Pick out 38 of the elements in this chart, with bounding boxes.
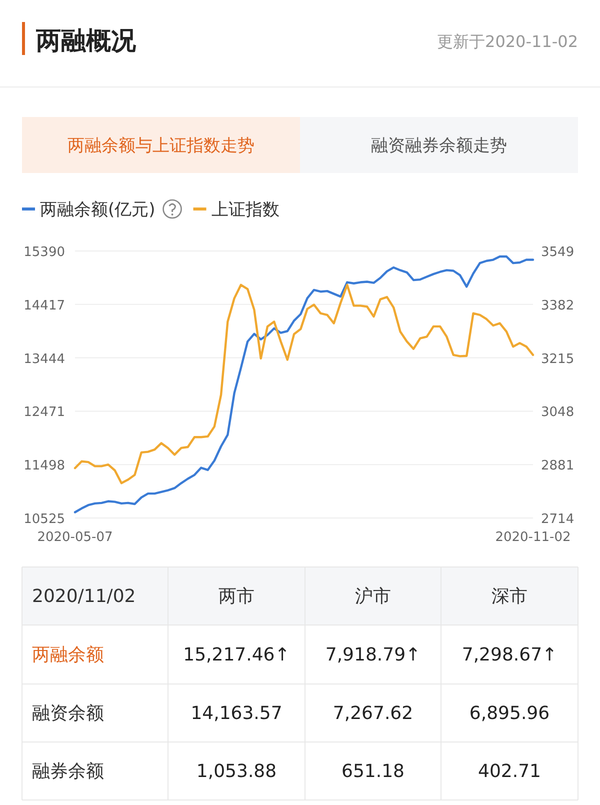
line-series (74, 284, 534, 484)
text: 15,217.46↑ (183, 644, 290, 666)
chart-title: 两融概况 (35, 26, 137, 55)
y2-tick-label: 3382 (541, 298, 574, 314)
y2-tick-label: 3549 (541, 245, 574, 260)
text: 7,298.67↑ (462, 644, 558, 666)
text: 7,918.79↑ (325, 644, 421, 666)
chart-subtitle: 更新于2020-11-02 (437, 32, 578, 51)
legend-label: 两融余额(亿元) (40, 200, 156, 220)
text: 14,163.57 (190, 703, 282, 724)
text: 7,267.62 (332, 703, 414, 724)
y-tick-label: 13444 (24, 352, 65, 367)
category-label: 两融余额 (32, 644, 104, 666)
text: 651.18 (342, 761, 404, 782)
category-label: 沪市 (355, 586, 391, 607)
y-tick-label: 10525 (24, 512, 65, 527)
text: 1,053.88 (196, 761, 277, 782)
y-tick-label: 15390 (24, 245, 65, 260)
legend-label: 上证指数 (211, 200, 280, 220)
y-tick-label: 14417 (24, 298, 65, 314)
x-tick-label: 2020-11-02 (495, 530, 571, 545)
category-label: 深市 (492, 586, 528, 607)
category-label: 融资余额 (32, 703, 104, 724)
y2-tick-label: 2714 (541, 512, 574, 527)
category-label: 融券余额 (32, 761, 104, 782)
x-tick-label: 2020-05-07 (37, 530, 113, 545)
text: 402.71 (478, 761, 541, 782)
category-label: 两市 (218, 586, 254, 607)
y2-tick-label: 3048 (541, 405, 574, 420)
y2-tick-label: 2881 (541, 458, 574, 474)
text: 融资融券余额走势 (371, 136, 507, 156)
y2-tick-label: 3215 (541, 352, 574, 367)
y-tick-label: 11498 (24, 458, 65, 474)
line-series (74, 255, 534, 514)
text: 两融余额与上证指数走势 (68, 136, 254, 156)
category-label: 2020/11/02 (32, 586, 136, 607)
text: 6,895.96 (469, 703, 550, 724)
y-tick-label: 12471 (24, 405, 65, 420)
